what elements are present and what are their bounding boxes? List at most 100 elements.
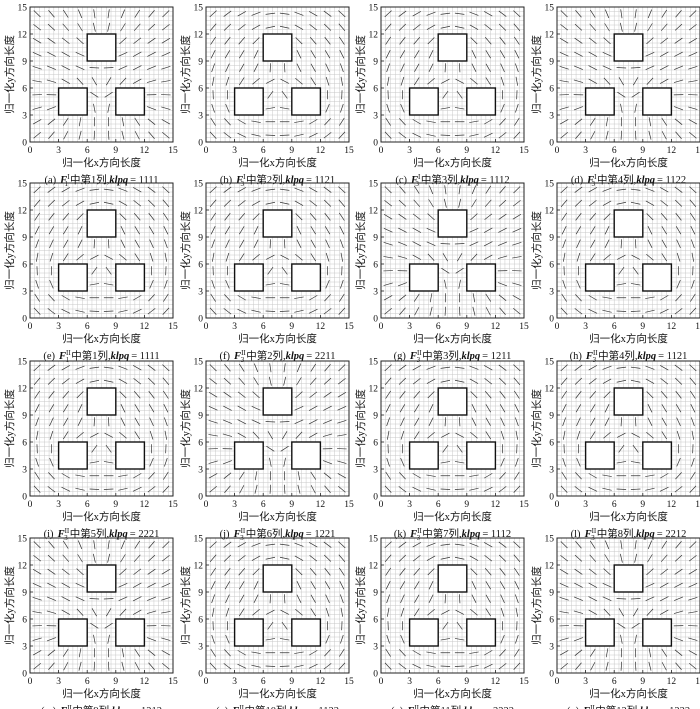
vector-arrow <box>225 76 230 86</box>
vector-arrow <box>589 540 596 549</box>
y-tick-label: 0 <box>373 492 378 502</box>
vector-arrow <box>588 51 598 57</box>
vector-arrow <box>75 365 85 370</box>
vector-arrow <box>163 404 169 413</box>
x-tick-label: 3 <box>56 500 61 510</box>
plot-frame <box>29 6 174 143</box>
vector-arrow <box>498 227 507 233</box>
vector-arrow <box>498 554 507 562</box>
vector-arrow <box>400 457 405 467</box>
y-tick-label: 12 <box>194 384 204 394</box>
vector-arrow <box>616 310 627 312</box>
x-tick-label: 6 <box>261 146 266 156</box>
vector-arrow <box>661 540 668 549</box>
y-tick-label: 6 <box>549 260 554 270</box>
caption-tag: (o) <box>391 706 404 709</box>
x-tick-label: 6 <box>436 677 441 687</box>
vector-arrow <box>646 77 654 85</box>
vector-arrow <box>616 598 627 600</box>
vector-arrow <box>209 23 217 31</box>
vector-arrow <box>254 484 258 494</box>
vector-arrow <box>515 457 519 467</box>
vector-arrow <box>631 432 640 438</box>
vector-arrow <box>399 390 406 399</box>
vector-arrow <box>661 131 667 140</box>
vector-arrow <box>337 434 347 437</box>
vector-arrow <box>309 37 317 45</box>
vector-arrow <box>225 252 230 262</box>
vector-arrow <box>602 474 612 477</box>
caption-sup: II <box>590 704 595 709</box>
vector-arrow <box>588 365 597 371</box>
vector-arrow <box>413 568 421 576</box>
vector-arrow <box>414 63 420 72</box>
vector-arrow <box>47 308 56 315</box>
vector-arrow <box>646 432 654 439</box>
vector-arrow <box>161 596 171 601</box>
panel-m: 0369121503691215归一化x方向长度归一化y方向长度(m)FII3中… <box>3 534 178 709</box>
vector-arrow <box>690 404 696 413</box>
x-axis-label: 归一化x方向长度 <box>413 156 492 169</box>
vector-arrow <box>265 638 276 641</box>
vector-arrow <box>646 391 654 399</box>
vector-arrow <box>61 378 70 385</box>
vector-arrow <box>103 379 114 383</box>
vector-arrow <box>618 608 624 617</box>
vector-arrow <box>133 365 142 371</box>
vector-arrow <box>412 542 421 548</box>
y-axis-label: 归一化y方向长度 <box>3 35 16 114</box>
obstacle-3 <box>642 87 673 116</box>
vector-arrow <box>337 419 347 424</box>
vector-arrow <box>412 473 421 479</box>
vector-arrow <box>323 391 332 398</box>
vector-arrow <box>469 474 479 477</box>
vector-arrow <box>120 239 126 248</box>
vector-arrow <box>93 540 96 550</box>
vector-arrow <box>412 24 421 31</box>
y-tick-label: 3 <box>198 642 203 652</box>
vector-arrow <box>77 239 83 248</box>
vector-arrow <box>133 200 142 207</box>
caption-key: klpq <box>637 351 656 362</box>
grid <box>381 538 524 673</box>
vector-arrow <box>133 78 142 84</box>
vector-arrow <box>121 648 125 658</box>
vector-arrow <box>75 583 85 588</box>
vector-arrow <box>399 36 406 45</box>
vector-arrow <box>588 37 597 44</box>
vector-arrow <box>440 366 451 369</box>
x-tick-label: 0 <box>555 322 560 332</box>
caption-text: 中第11列, <box>419 704 463 709</box>
vector-arrow <box>620 103 623 113</box>
vector-arrow <box>309 555 318 562</box>
vector-arrow <box>295 431 303 439</box>
vector-arrow <box>660 23 668 31</box>
vector-arrow <box>224 364 231 372</box>
vector-arrow <box>574 199 583 207</box>
vector-arrow <box>225 634 230 644</box>
vector-arrow <box>62 213 70 221</box>
caption-key: klpq <box>640 706 659 709</box>
obstacle-2 <box>584 263 615 292</box>
vector-arrow <box>295 391 303 399</box>
vector-arrow <box>210 226 216 235</box>
vector-arrow <box>513 23 521 31</box>
vector-arrow <box>440 12 451 15</box>
y-axis-label: 归一化y方向长度 <box>179 566 192 645</box>
vector-arrow <box>310 471 317 480</box>
vector-arrow <box>588 473 597 479</box>
vector-arrow <box>134 540 141 549</box>
vector-arrow <box>93 103 96 113</box>
vector-arrow <box>689 364 697 372</box>
vector-arrow <box>589 9 596 18</box>
plot-frame <box>380 360 525 497</box>
vector-arrow <box>324 649 331 657</box>
vector-arrow <box>398 10 407 17</box>
vector-arrow <box>562 252 566 262</box>
vector-arrow <box>253 594 259 603</box>
vector-arrow <box>265 25 276 29</box>
vector-arrow <box>339 581 345 590</box>
vector-arrow <box>576 279 581 289</box>
vector-field <box>560 364 697 493</box>
